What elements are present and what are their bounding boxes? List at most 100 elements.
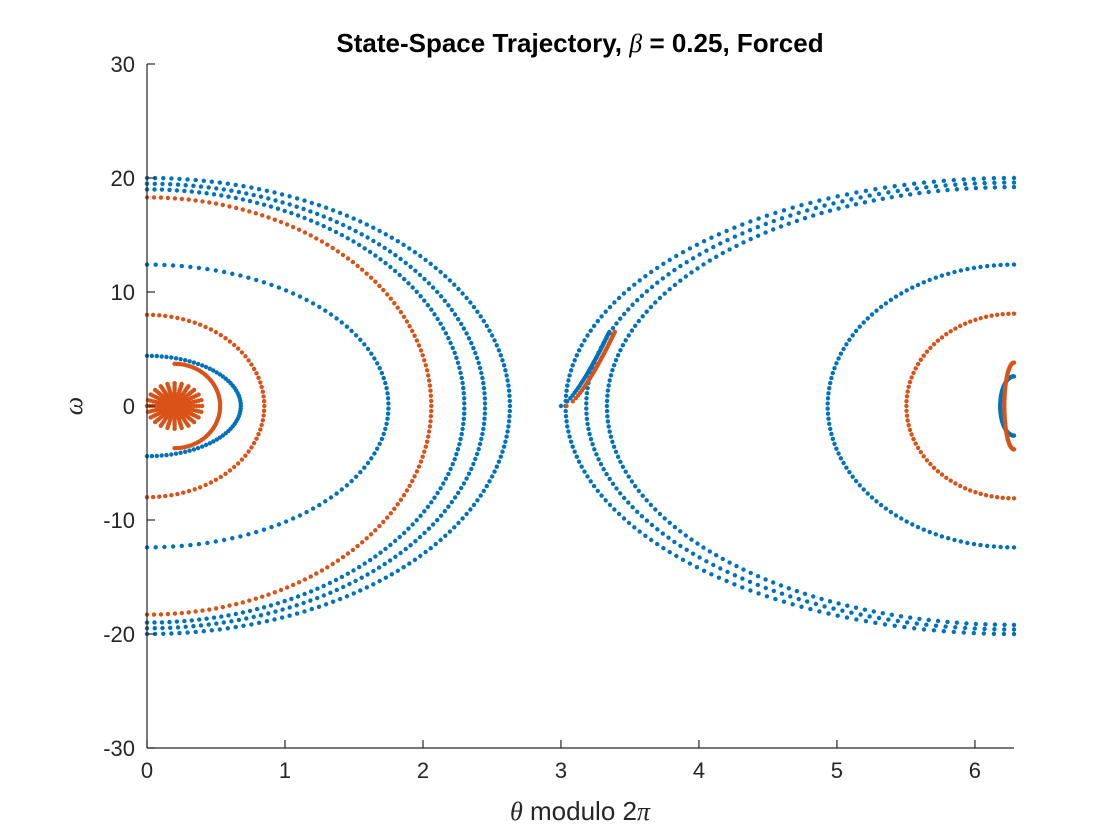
data-point	[904, 399, 909, 404]
data-point	[1002, 185, 1007, 190]
data-point	[909, 375, 914, 380]
data-point	[398, 497, 404, 502]
data-point	[480, 375, 485, 381]
data-point	[590, 442, 595, 447]
data-point	[344, 213, 350, 218]
data-point	[830, 436, 835, 442]
data-point	[857, 483, 862, 488]
data-point	[151, 612, 157, 617]
data-point	[422, 530, 427, 536]
data-point	[388, 296, 393, 301]
data-point	[584, 411, 589, 416]
data-point	[186, 423, 191, 428]
data-point	[302, 591, 307, 597]
data-point	[478, 314, 483, 319]
data-point	[327, 226, 333, 232]
data-point	[375, 446, 380, 451]
data-point	[494, 464, 499, 469]
data-point	[584, 416, 590, 421]
data-point	[387, 249, 393, 254]
data-point	[269, 524, 274, 530]
data-point	[175, 625, 181, 630]
data-point	[422, 298, 427, 303]
data-point	[565, 383, 570, 388]
data-point	[227, 204, 232, 209]
data-point	[741, 567, 746, 572]
data-point	[310, 506, 316, 511]
data-point	[825, 406, 830, 411]
data-point	[995, 495, 1000, 500]
data-point	[479, 370, 484, 376]
data-point	[915, 282, 921, 288]
data-point	[297, 513, 303, 518]
data-point	[1006, 496, 1011, 501]
data-point	[373, 253, 378, 258]
data-point	[953, 625, 958, 630]
data-point	[500, 449, 505, 454]
data-point	[653, 507, 658, 512]
data-point	[954, 187, 960, 192]
data-point	[477, 365, 483, 371]
data-point	[272, 590, 277, 595]
data-point	[165, 425, 170, 431]
data-point	[844, 615, 850, 620]
data-point	[716, 232, 722, 237]
data-point	[395, 502, 400, 507]
data-point	[429, 500, 434, 505]
data-point	[462, 396, 467, 401]
data-point	[475, 309, 480, 314]
data-point	[635, 298, 640, 303]
data-point	[261, 399, 267, 404]
data-point	[428, 388, 433, 393]
data-point	[637, 278, 642, 283]
data-point	[482, 406, 488, 411]
data-point	[939, 273, 945, 278]
data-point	[716, 575, 722, 580]
data-point	[991, 176, 997, 181]
data-point	[442, 509, 447, 514]
data-point	[401, 493, 407, 498]
data-point	[225, 181, 230, 186]
data-point	[251, 192, 256, 198]
data-point	[335, 249, 341, 254]
data-point	[910, 285, 915, 290]
data-point	[169, 314, 174, 319]
data-point	[773, 596, 778, 602]
data-point	[501, 363, 507, 368]
data-point	[458, 370, 463, 376]
data-point	[487, 479, 492, 484]
data-point	[220, 202, 225, 208]
data-point	[471, 502, 477, 508]
data-point	[928, 461, 933, 467]
data-point	[422, 449, 427, 454]
data-point	[344, 324, 350, 329]
data-point	[832, 366, 837, 371]
data-point	[912, 181, 917, 186]
data-point	[740, 222, 745, 227]
data-point	[304, 509, 309, 515]
data-point	[921, 527, 926, 532]
data-point	[498, 353, 503, 358]
data-point	[482, 391, 487, 396]
data-point	[630, 302, 635, 307]
data-point	[330, 208, 336, 213]
data-point	[933, 184, 939, 189]
data-point	[172, 196, 178, 201]
data-point	[697, 252, 702, 257]
data-point	[227, 468, 233, 473]
data-point	[382, 245, 387, 251]
data-point	[223, 471, 228, 476]
data-point	[756, 216, 761, 221]
data-point	[978, 264, 983, 270]
data-point	[973, 621, 979, 627]
data-point	[334, 491, 339, 496]
data-point	[280, 200, 285, 205]
data-point	[197, 617, 202, 622]
data-point	[438, 486, 443, 491]
data-point	[626, 333, 631, 338]
data-point	[888, 297, 894, 303]
data-point	[572, 358, 577, 363]
data-point	[243, 453, 248, 458]
data-point	[714, 254, 719, 259]
data-point	[978, 491, 983, 496]
